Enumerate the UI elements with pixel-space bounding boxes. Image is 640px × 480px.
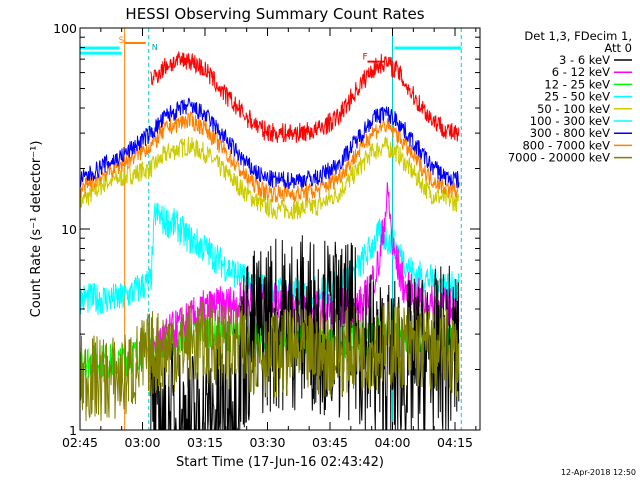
x-axis-label: Start Time (17-Jun-16 02:43:42): [176, 455, 384, 470]
chart-title: HESSI Observing Summary Count Rates: [125, 5, 424, 23]
night-label: N: [152, 43, 158, 52]
series-line-3-6kev: [150, 235, 460, 430]
x-tick-label: 04:15: [437, 435, 473, 450]
x-tick-label: 02:45: [62, 435, 98, 450]
legend-label: 50 - 100 keV: [537, 102, 610, 116]
x-tick-label: 04:00: [374, 435, 410, 450]
series-layer: [80, 51, 460, 430]
legend-label: 3 - 6 keV: [559, 53, 610, 67]
series-line-7000-20000kev: [80, 296, 460, 422]
legend-label: 12 - 25 keV: [544, 77, 610, 91]
axis-layer: 02:45 03:00 03:15 03:30 03:45 04:00 04:15 1 10 10…: [53, 21, 480, 450]
y-axis-label: Count Rate (s⁻¹ detector⁻¹): [29, 141, 44, 318]
legend-label: 800 - 7000 keV: [522, 138, 610, 152]
legend-label: 6 - 12 keV: [552, 65, 610, 79]
x-tick-label: 03:30: [249, 435, 285, 450]
flare-label: F: [363, 53, 368, 63]
y-tick-label: 10: [61, 222, 77, 237]
legend-header-line-1: Det 1,3, FDecim 1,: [524, 29, 632, 43]
legend-header-line-2: Att 0: [604, 41, 632, 55]
legend-label: 100 - 300 keV: [530, 114, 610, 128]
legend-label: 300 - 800 keV: [530, 126, 610, 140]
series-line-red-0: [150, 51, 460, 143]
legend-label: 25 - 50 keV: [544, 90, 610, 104]
series-line-800-7000kev: [80, 111, 460, 203]
x-tick-label: 03:15: [187, 435, 223, 450]
x-tick-label: 03:00: [124, 435, 160, 450]
y-tick-label: 1: [69, 423, 77, 438]
series-line-50-100kev: [80, 135, 460, 220]
series-line-300-800kev: [80, 97, 460, 189]
x-tick-label: 03:45: [312, 435, 348, 450]
legend-label: 7000 - 20000 keV: [508, 151, 610, 165]
y-tick-label: 100: [53, 21, 77, 36]
footer-timestamp: 12-Apr-2018 12:50: [561, 468, 636, 477]
saa-label: S: [119, 36, 125, 46]
